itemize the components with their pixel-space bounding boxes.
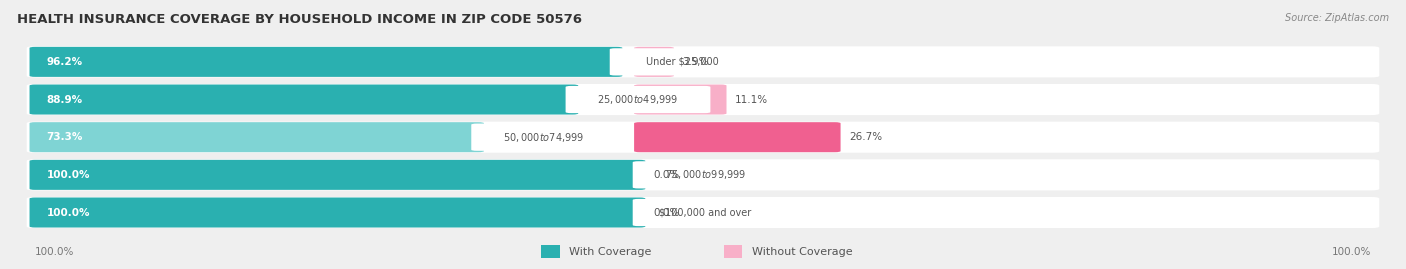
FancyBboxPatch shape [30, 122, 484, 152]
Text: 0.0%: 0.0% [654, 207, 681, 218]
FancyBboxPatch shape [471, 123, 616, 151]
Text: HEALTH INSURANCE COVERAGE BY HOUSEHOLD INCOME IN ZIP CODE 50576: HEALTH INSURANCE COVERAGE BY HOUSEHOLD I… [17, 13, 582, 26]
FancyBboxPatch shape [634, 47, 673, 77]
Text: $50,000 to $74,999: $50,000 to $74,999 [503, 131, 585, 144]
Text: 88.9%: 88.9% [46, 94, 83, 105]
Text: 73.3%: 73.3% [46, 132, 83, 142]
FancyBboxPatch shape [30, 160, 645, 190]
FancyBboxPatch shape [27, 197, 1379, 228]
Text: 100.0%: 100.0% [46, 207, 90, 218]
FancyBboxPatch shape [27, 84, 1379, 115]
FancyBboxPatch shape [634, 84, 727, 115]
Text: Under $25,000: Under $25,000 [645, 57, 718, 67]
FancyBboxPatch shape [565, 86, 710, 113]
FancyBboxPatch shape [27, 159, 1379, 190]
FancyBboxPatch shape [634, 122, 841, 152]
Text: 11.1%: 11.1% [735, 94, 768, 105]
Text: With Coverage: With Coverage [569, 246, 652, 257]
Text: 26.7%: 26.7% [849, 132, 882, 142]
FancyBboxPatch shape [724, 245, 742, 258]
FancyBboxPatch shape [633, 199, 778, 226]
Text: 96.2%: 96.2% [46, 57, 83, 67]
FancyBboxPatch shape [633, 161, 778, 189]
Text: 100.0%: 100.0% [46, 170, 90, 180]
Text: Without Coverage: Without Coverage [752, 246, 853, 257]
FancyBboxPatch shape [30, 197, 645, 228]
Text: $75,000 to $99,999: $75,000 to $99,999 [665, 168, 745, 181]
FancyBboxPatch shape [30, 47, 623, 77]
FancyBboxPatch shape [30, 84, 578, 115]
Text: $100,000 and over: $100,000 and over [659, 207, 751, 218]
Text: Source: ZipAtlas.com: Source: ZipAtlas.com [1285, 13, 1389, 23]
FancyBboxPatch shape [541, 245, 560, 258]
Text: 0.0%: 0.0% [654, 170, 681, 180]
FancyBboxPatch shape [610, 48, 755, 76]
Text: 100.0%: 100.0% [35, 246, 75, 257]
FancyBboxPatch shape [27, 46, 1379, 77]
Text: 100.0%: 100.0% [1331, 246, 1371, 257]
Text: 3.9%: 3.9% [682, 57, 709, 67]
Text: $25,000 to $49,999: $25,000 to $49,999 [598, 93, 679, 106]
FancyBboxPatch shape [27, 122, 1379, 153]
